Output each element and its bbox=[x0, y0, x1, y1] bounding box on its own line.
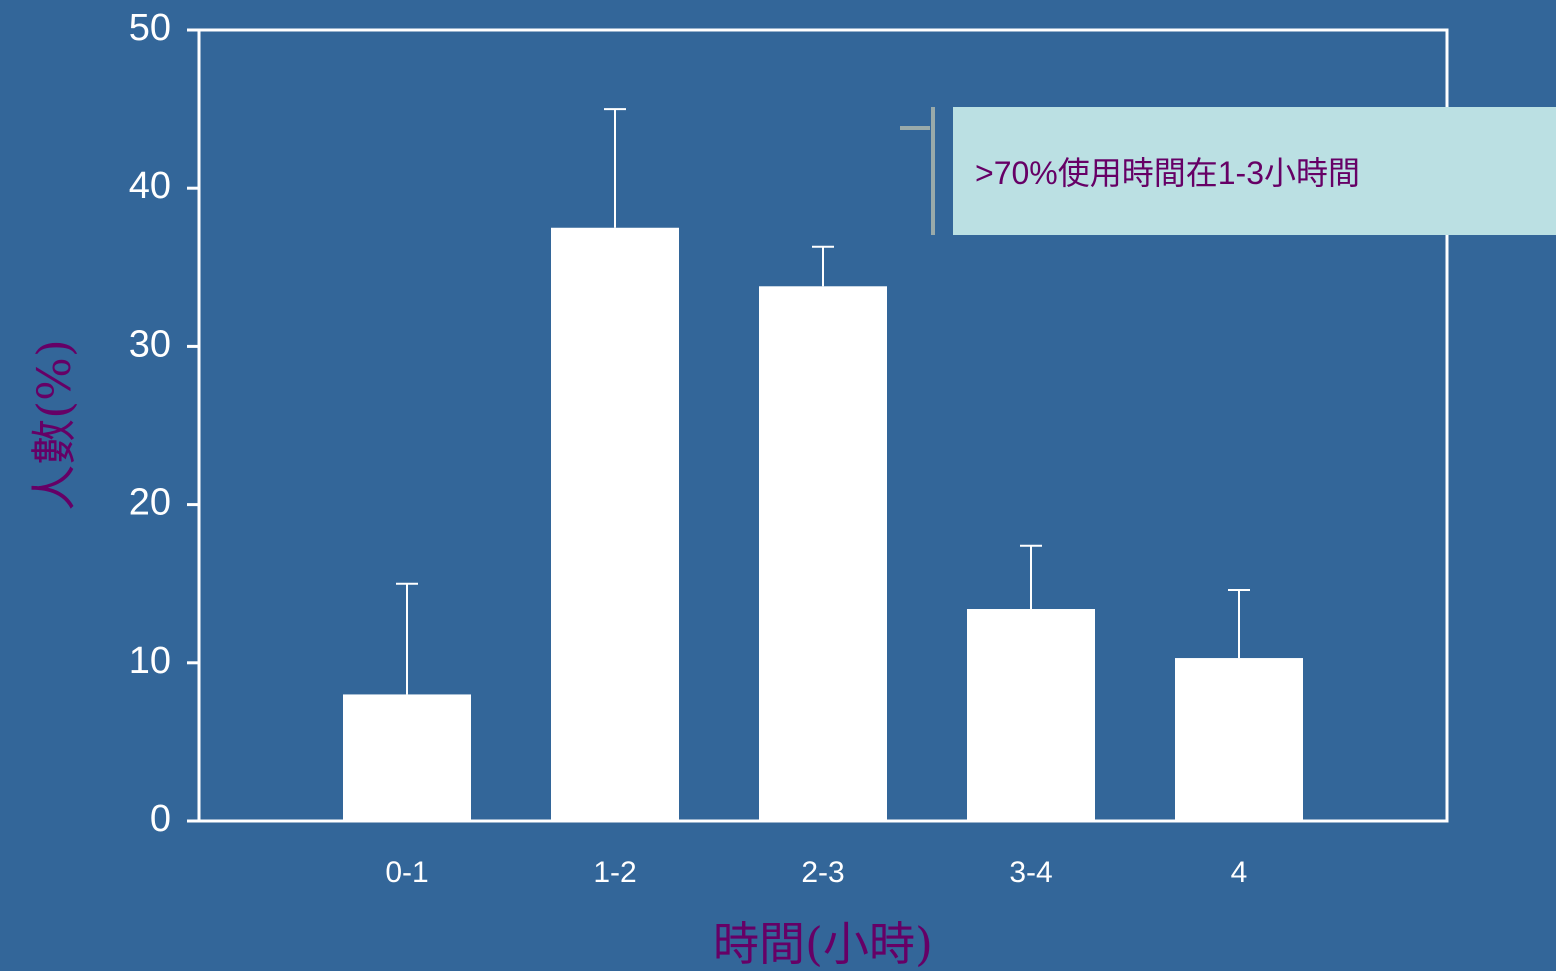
y-tick-label: 20 bbox=[129, 482, 171, 524]
y-tick-label: 30 bbox=[129, 323, 171, 365]
x-axis-labels: 0-1 1-2 2-3 3-4 4 bbox=[385, 856, 1247, 889]
y-tick-label: 50 bbox=[129, 7, 171, 49]
x-axis-title: 時間(小時) bbox=[713, 917, 933, 971]
annotation-bracket bbox=[900, 107, 935, 235]
y-tick-label: 40 bbox=[129, 165, 171, 207]
bar bbox=[967, 609, 1095, 821]
bar bbox=[343, 694, 471, 821]
x-tick-label: 3-4 bbox=[1009, 856, 1052, 889]
y-axis-ticks: 0 10 20 30 40 50 bbox=[129, 7, 199, 840]
bar bbox=[551, 227, 679, 821]
annotation-callout: >70%使用時間在1-3小時間 bbox=[900, 107, 1556, 235]
y-tick-label: 0 bbox=[150, 798, 171, 840]
y-tick-label: 10 bbox=[129, 640, 171, 682]
x-tick-label: 0-1 bbox=[385, 856, 428, 889]
x-tick-label: 4 bbox=[1231, 856, 1248, 889]
bar bbox=[1175, 658, 1303, 821]
x-tick-label: 1-2 bbox=[593, 856, 636, 889]
bar bbox=[759, 286, 887, 821]
x-tick-label: 2-3 bbox=[801, 856, 844, 889]
bars-group bbox=[343, 227, 1303, 821]
annotation-box bbox=[953, 107, 1556, 235]
error-bars-group bbox=[396, 108, 1250, 695]
y-axis-title: 人數(%) bbox=[27, 339, 81, 511]
annotation-text: >70%使用時間在1-3小時間 bbox=[975, 155, 1360, 191]
